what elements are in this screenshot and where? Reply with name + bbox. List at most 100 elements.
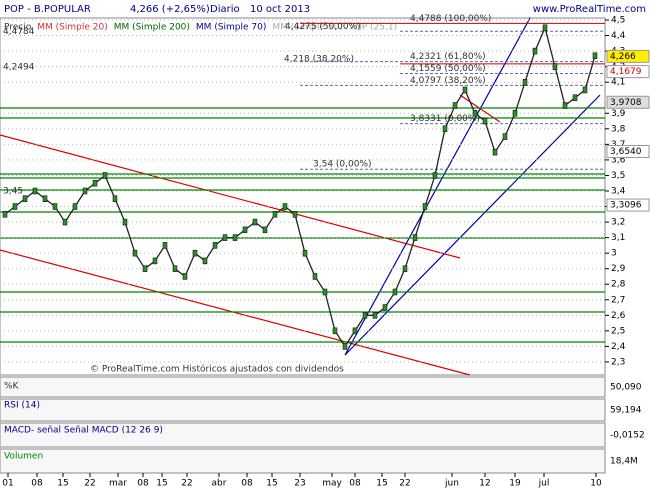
candle bbox=[222, 234, 228, 241]
candle bbox=[462, 86, 468, 94]
candle bbox=[362, 312, 368, 319]
x-tick-label: 10 bbox=[590, 479, 602, 489]
candle bbox=[422, 203, 428, 210]
panel-title: MACD- señal Señal MACD (12 26 9) bbox=[4, 426, 163, 436]
candle bbox=[372, 312, 378, 319]
y-tick-label: 3,5 bbox=[611, 171, 625, 181]
x-tick-label: 22 bbox=[84, 479, 95, 489]
candle bbox=[592, 52, 598, 60]
x-tick-label: 15 bbox=[57, 479, 68, 489]
x-tick-label: 01 bbox=[2, 479, 13, 489]
y-tick-label: 2,6 bbox=[611, 311, 626, 321]
price-marker bbox=[606, 49, 650, 63]
x-tick-label: 08 bbox=[31, 479, 43, 489]
y-tick-label: 2,9 bbox=[611, 264, 626, 274]
y-tick-label: 3,2 bbox=[611, 218, 625, 228]
candle bbox=[242, 226, 248, 234]
panel-value: -0,0152 bbox=[610, 431, 645, 441]
x-tick-label: jun bbox=[444, 479, 459, 489]
legend-entry: MM (Simple 20) bbox=[37, 23, 107, 33]
candle bbox=[452, 102, 458, 109]
legend-entry: Precio bbox=[4, 23, 32, 33]
price-marker-label: 3,6540 bbox=[610, 147, 642, 157]
y-tick-label: 3,9 bbox=[611, 109, 626, 119]
candle bbox=[302, 249, 308, 257]
trend-line bbox=[344, 17, 531, 356]
candle bbox=[92, 179, 98, 187]
candle bbox=[562, 102, 568, 109]
site: www.ProRealTime.com bbox=[533, 4, 646, 15]
x-tick-label: 08 bbox=[137, 479, 149, 489]
price-marker bbox=[606, 65, 650, 79]
candle bbox=[62, 218, 68, 226]
price-marker bbox=[606, 145, 650, 159]
plot-frame bbox=[0, 17, 606, 376]
panel bbox=[0, 376, 606, 398]
candle bbox=[442, 125, 448, 133]
candle bbox=[102, 172, 108, 179]
legend-entry: VNP (25,1) bbox=[349, 23, 397, 33]
y-tick-label: 3,8 bbox=[611, 124, 626, 134]
candle bbox=[582, 86, 588, 94]
price-marker-label: 4,1679 bbox=[610, 67, 642, 77]
candle bbox=[342, 343, 348, 350]
candle bbox=[352, 327, 358, 335]
candle bbox=[572, 94, 578, 101]
price-marker bbox=[606, 198, 650, 212]
candle bbox=[142, 265, 148, 272]
candle bbox=[292, 211, 298, 218]
y-tick-label: 2,4 bbox=[611, 342, 626, 352]
candle bbox=[382, 304, 388, 311]
y-tick-label: 2,5 bbox=[611, 326, 625, 336]
x-tick-label: 22 bbox=[181, 479, 192, 489]
mm-value: 50,090 bbox=[610, 383, 642, 393]
candle bbox=[502, 133, 508, 140]
candle bbox=[542, 24, 548, 32]
legend-entry: MM (Simple 200) bbox=[114, 23, 190, 33]
candle bbox=[232, 234, 238, 241]
candle bbox=[392, 288, 398, 296]
candle bbox=[72, 203, 78, 210]
candle bbox=[32, 187, 38, 195]
x-tick-label: 08 bbox=[241, 479, 253, 489]
candle bbox=[332, 327, 338, 335]
price-marker bbox=[606, 95, 650, 109]
price-marker-label: 4,266 bbox=[610, 52, 636, 62]
y-tick-label: 3,1 bbox=[611, 233, 625, 243]
candle bbox=[492, 148, 498, 156]
candle bbox=[312, 273, 318, 280]
candle bbox=[432, 172, 438, 179]
x-tick-label: 15 bbox=[376, 479, 387, 489]
y-tick-label: 4,5 bbox=[611, 16, 625, 26]
level-label: 4,2494 bbox=[3, 62, 35, 72]
candle bbox=[152, 257, 158, 265]
period: Diario bbox=[210, 4, 240, 15]
candle bbox=[282, 203, 288, 210]
y-tick-label: 2,8 bbox=[611, 280, 626, 290]
candle bbox=[552, 63, 558, 70]
price-marker-label: 3,3096 bbox=[610, 201, 642, 211]
candle bbox=[52, 203, 58, 210]
legend-entry: MM (Simple 70) bbox=[196, 23, 266, 33]
candle bbox=[112, 195, 118, 203]
fib-label: 4,2321 (61,80%) bbox=[410, 52, 486, 62]
x-tick-label: abr bbox=[212, 479, 227, 489]
candle bbox=[132, 249, 138, 257]
y-tick-label: 2,7 bbox=[611, 295, 625, 305]
x-tick-label: may bbox=[322, 479, 342, 489]
fib-label: 4,0797 (38,20%) bbox=[410, 76, 486, 86]
fib-label: 3,54 (0,00%) bbox=[313, 160, 372, 170]
legend-entry: MM (Simple 50) bbox=[272, 23, 342, 33]
x-tick-label: jul bbox=[538, 479, 550, 489]
symbol: POP - B.POPULAR bbox=[4, 4, 91, 15]
x-tick-label: 08 bbox=[349, 479, 361, 489]
panel-title: Volumen bbox=[4, 452, 43, 462]
date: 10 oct 2013 bbox=[250, 4, 310, 15]
candle bbox=[122, 218, 128, 226]
candle bbox=[412, 234, 418, 241]
candle bbox=[522, 78, 528, 86]
panel bbox=[0, 398, 606, 422]
y-tick-label: 3,6 bbox=[611, 155, 626, 165]
x-tick-label: 15 bbox=[156, 479, 167, 489]
